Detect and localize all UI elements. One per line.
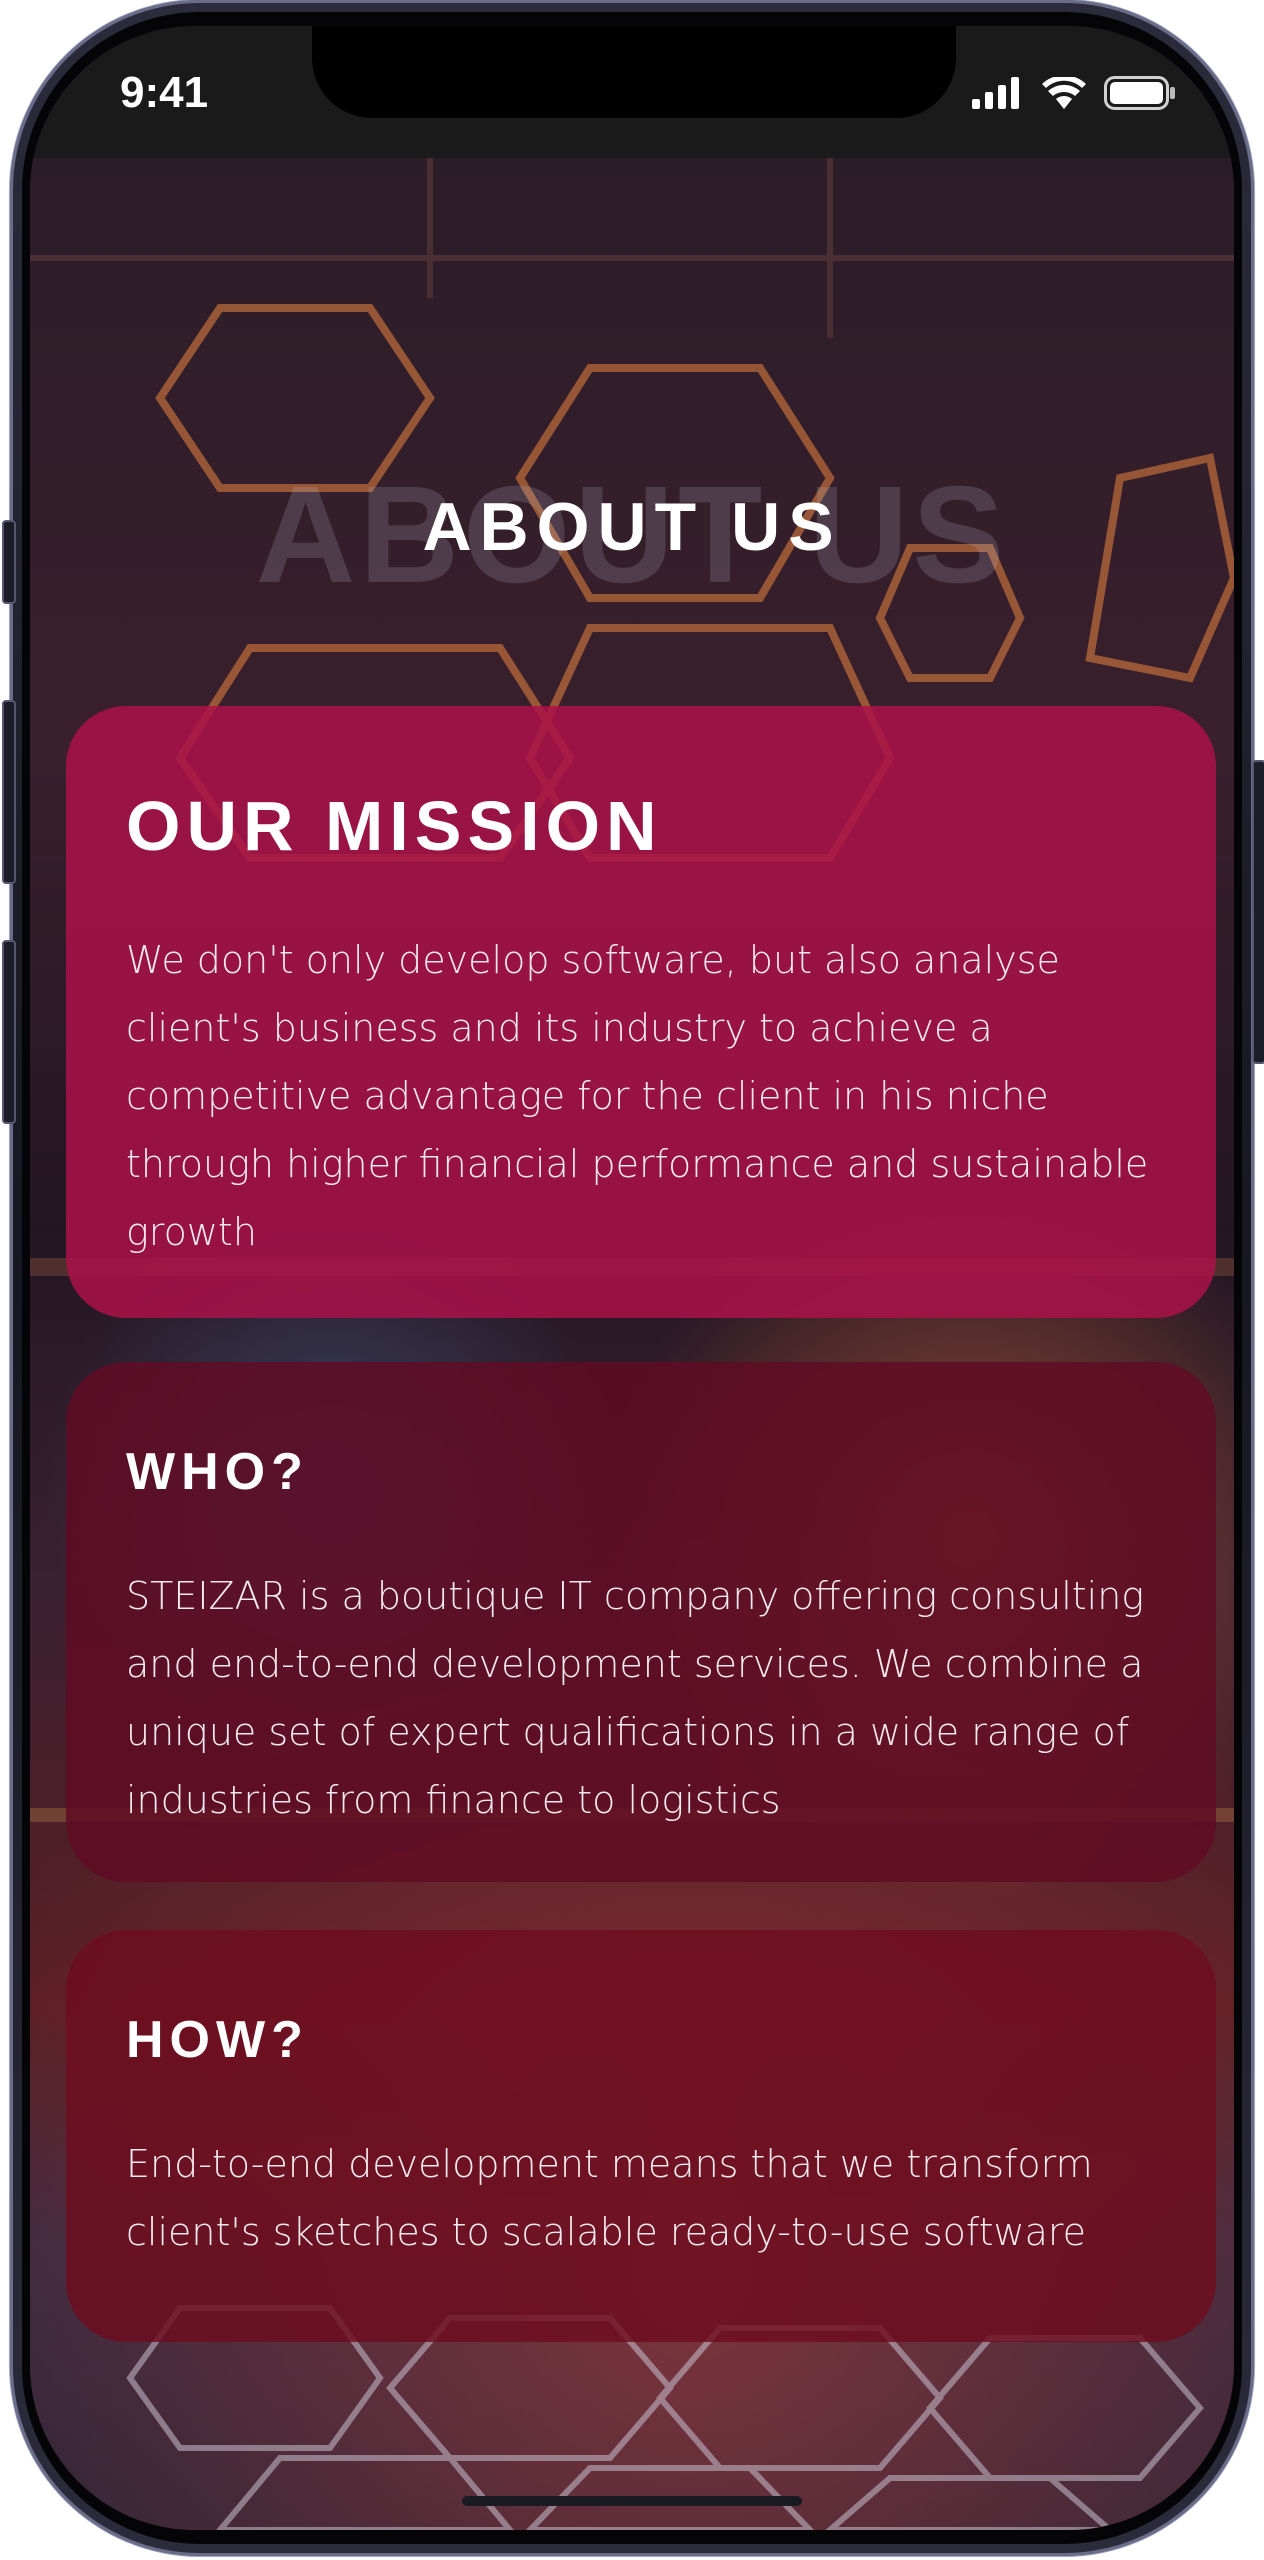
home-indicator[interactable]: [462, 2496, 802, 2506]
page-heading: ABOUT US ABOUT US: [30, 456, 1234, 612]
power-button: [1252, 760, 1264, 1064]
cellular-signal-icon: [972, 77, 1024, 113]
notch: [312, 26, 956, 118]
page-title: ABOUT US: [422, 489, 842, 565]
who-heading: WHO?: [126, 1443, 309, 1501]
status-bar: 9:41: [30, 26, 1234, 158]
screen: 9:41: [30, 26, 1234, 2530]
ghost-title: ABOUT US: [255, 458, 1009, 612]
status-icons: [972, 75, 1176, 114]
who-text: STEIZAR is a boutique IT company offerin…: [126, 1574, 1145, 1822]
silent-switch: [2, 520, 16, 604]
volume-up-button: [2, 700, 16, 884]
mission-heading: OUR MISSION: [126, 787, 663, 865]
how-text: End-to-end development means that we tra…: [126, 2142, 1093, 2254]
who-card: WHO? STEIZAR is a boutique IT company of…: [66, 1362, 1216, 1882]
status-time: 9:41: [120, 68, 209, 117]
battery-icon: [1104, 76, 1176, 114]
mission-text: We don't only develop software, but also…: [126, 938, 1149, 1254]
mission-card: OUR MISSION We don't only develop softwa…: [66, 706, 1216, 1318]
how-heading: HOW?: [126, 2011, 309, 2069]
how-card: HOW? End-to-end development means that w…: [66, 1930, 1216, 2342]
wifi-icon: [1042, 75, 1086, 113]
volume-down-button: [2, 940, 16, 1124]
